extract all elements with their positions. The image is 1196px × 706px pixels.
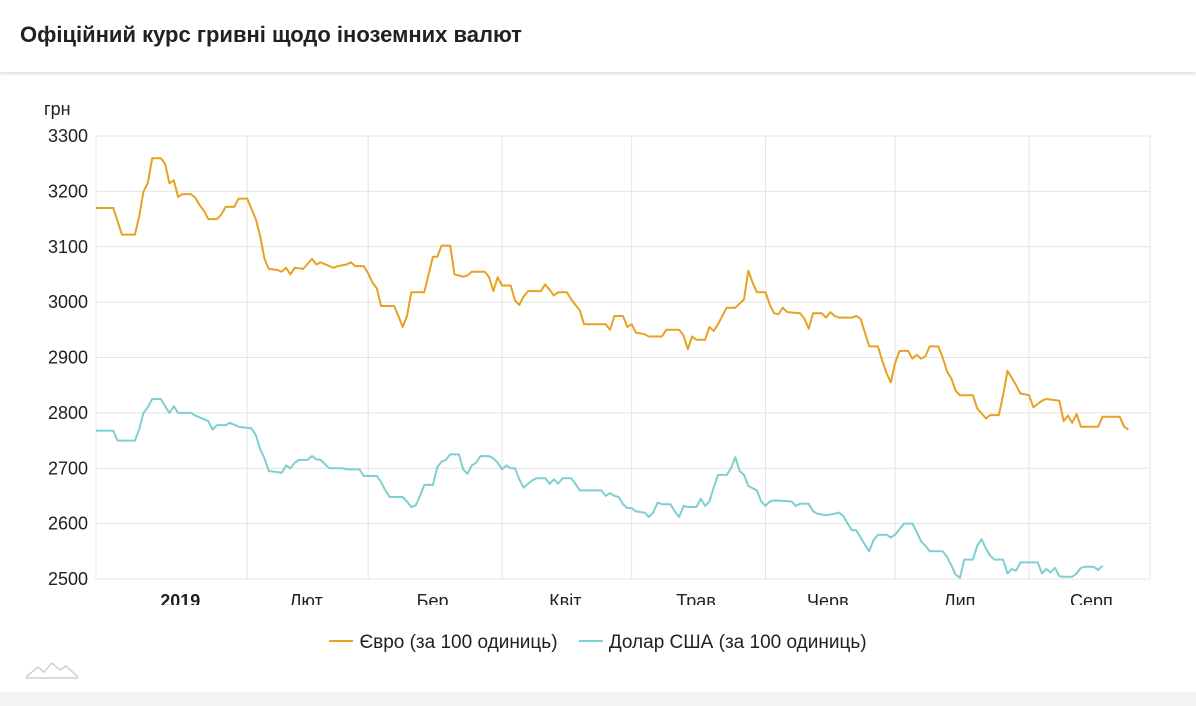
page-title: Офіційний курс гривні щодо іноземних вал…: [20, 22, 522, 47]
x-tick-label: 2019: [160, 591, 200, 605]
footer-bar: [0, 692, 1196, 706]
x-axis-tick-labels: 2019 Лют. Бер. Квіт. Трав. Черв. Лип. Серп.: [160, 591, 1118, 605]
series-line-usd[interactable]: [96, 398, 1104, 579]
legend: Євро (за 100 одиниць) Долар США (за 100 …: [0, 632, 1196, 654]
legend-label-euro: Євро (за 100 одиниць): [359, 632, 558, 653]
y-tick-label: 3000: [48, 292, 88, 312]
y-tick-label: 2900: [48, 348, 88, 368]
line-chart: грн 2500 2600 2700 2800 2900 3000 3100 3200 3300…: [44, 99, 1151, 605]
y-axis-unit-label: грн: [44, 99, 71, 119]
y-axis-tick-labels: 2500 2600 2700 2800 2900 3000 3100 3200 3300: [48, 126, 88, 589]
legend-swatch-usd: [578, 639, 603, 642]
series-lines[interactable]: [96, 157, 1129, 579]
legend-label-usd: Долар США (за 100 одиниць): [608, 632, 867, 653]
y-tick-label: 3100: [48, 237, 88, 257]
legend-item-euro[interactable]: Євро (за 100 одиниць): [329, 632, 558, 654]
y-tick-label: 2700: [48, 458, 88, 478]
series-line-euro[interactable]: [96, 157, 1129, 431]
vertical-gridlines: [246, 136, 1151, 579]
x-tick-label: Квіт.: [549, 591, 584, 605]
page-header: Офіційний курс гривні щодо іноземних вал…: [0, 0, 1196, 72]
x-tick-label: Бер.: [417, 591, 454, 605]
x-tick-label: Лип.: [944, 591, 981, 605]
y-tick-label: 2800: [48, 403, 88, 423]
x-tick-label: Лют.: [290, 591, 326, 605]
y-tick-label: 2500: [48, 569, 88, 589]
horizontal-gridlines: [95, 135, 1150, 580]
y-tick-label: 3300: [48, 126, 88, 146]
y-tick-label: 2600: [48, 514, 88, 534]
x-tick-label: Черв.: [807, 591, 854, 605]
y-tick-label: 3200: [48, 181, 88, 201]
mountain-logo-icon: [25, 661, 79, 679]
x-tick-label: Серп.: [1070, 591, 1118, 605]
x-tick-label: Трав.: [676, 591, 721, 605]
legend-item-usd[interactable]: Долар США (за 100 одиниць): [578, 632, 867, 654]
legend-swatch-euro: [329, 639, 354, 642]
